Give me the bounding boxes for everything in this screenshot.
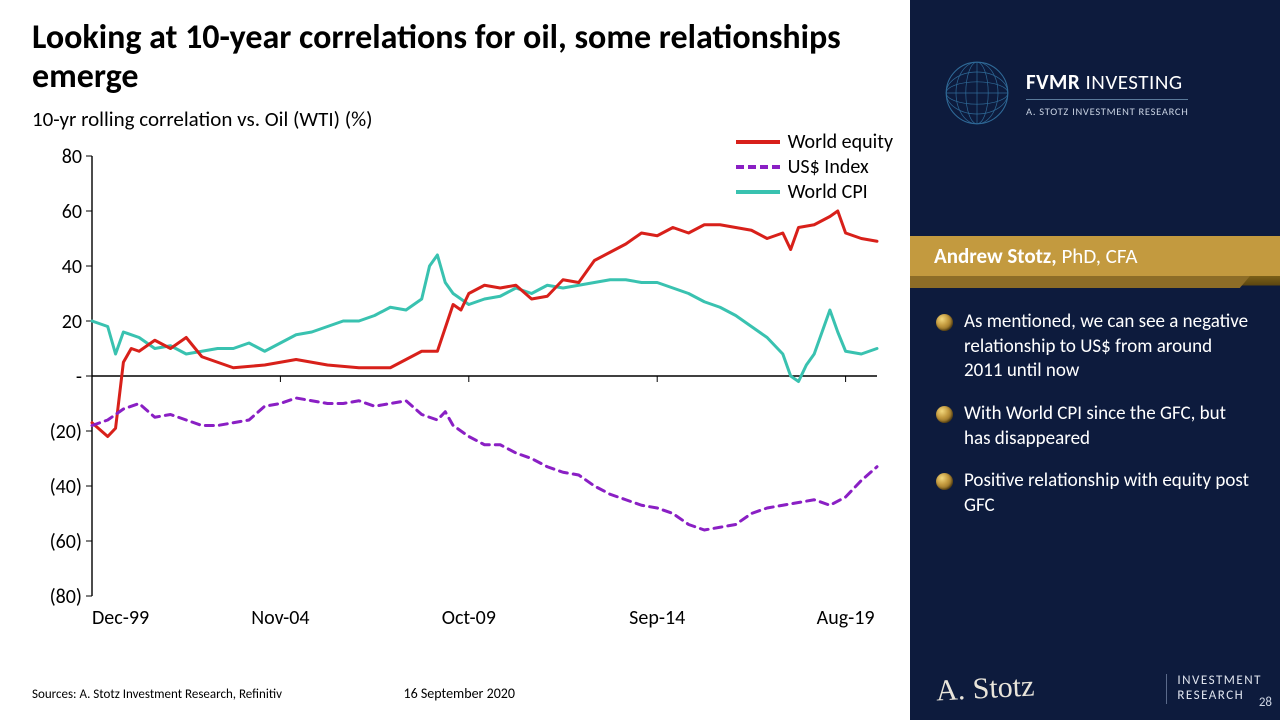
signature-brand: INVESTMENT RESEARCH xyxy=(1166,674,1262,704)
chart-subtitle: 10-yr rolling correlation vs. Oil (WTI) … xyxy=(32,106,890,132)
brand-title-rest: INVESTING xyxy=(1080,69,1182,95)
legend-label: World equity xyxy=(788,130,893,154)
signature: A. Stotz xyxy=(935,669,1035,708)
bullet-item: With World CPI since the GFC, but has di… xyxy=(936,402,1254,451)
legend-item: US$ Index xyxy=(736,155,893,179)
svg-text:(60): (60) xyxy=(50,530,82,554)
signature-row: A. Stotz INVESTMENT RESEARCH xyxy=(910,672,1280,706)
chart-legend: World equity US$ Index World CPI xyxy=(736,130,893,205)
brand-text: FVMR INVESTING A. STOTZ INVESTMENT RESEA… xyxy=(1026,69,1188,118)
legend-swatch xyxy=(736,165,780,169)
legend-label: World CPI xyxy=(788,180,868,204)
bullet-list: As mentioned, we can see a negative rela… xyxy=(910,292,1280,519)
slide-title: Looking at 10-year correlations for oil,… xyxy=(32,18,890,96)
svg-text:20: 20 xyxy=(62,310,82,334)
chart-container: 80 60 40 20 - (20) (40) (60) (80) Dec-99 Nov-04 Oct… xyxy=(32,136,887,646)
page-number: 28 xyxy=(1259,695,1272,710)
svg-text:60: 60 xyxy=(62,200,82,224)
brand-title: FVMR INVESTING xyxy=(1026,69,1188,95)
sig-brand-line2: RESEARCH xyxy=(1177,689,1262,704)
legend-swatch xyxy=(736,140,780,144)
legend-item: World CPI xyxy=(736,180,893,204)
brand-block: FVMR INVESTING A. STOTZ INVESTMENT RESEA… xyxy=(910,0,1280,128)
line-chart: 80 60 40 20 - (20) (40) (60) (80) Dec-99 Nov-04 Oct… xyxy=(32,136,887,636)
globe-icon xyxy=(942,58,1012,128)
svg-text:(40): (40) xyxy=(50,475,82,499)
author-ribbon: Andrew Stotz, PhD, CFA xyxy=(910,236,1280,292)
bullet-item: Positive relationship with equity post G… xyxy=(936,469,1254,518)
ribbon-shadow xyxy=(910,276,1280,292)
svg-text:Aug-19: Aug-19 xyxy=(817,606,875,630)
legend-label: US$ Index xyxy=(788,155,869,179)
sig-brand-line1: INVESTMENT xyxy=(1177,674,1262,689)
slide: Looking at 10-year correlations for oil,… xyxy=(0,0,1280,720)
brand-title-bold: FVMR xyxy=(1026,69,1080,95)
svg-text:Dec-99: Dec-99 xyxy=(92,606,149,630)
sidebar-panel: FVMR INVESTING A. STOTZ INVESTMENT RESEA… xyxy=(910,0,1280,720)
source-attribution: Sources: A. Stotz Investment Research, R… xyxy=(32,687,282,702)
legend-item: World equity xyxy=(736,130,893,154)
legend-swatch xyxy=(736,190,780,194)
main-panel: Looking at 10-year correlations for oil,… xyxy=(0,0,910,720)
svg-text:(20): (20) xyxy=(50,420,82,444)
author-name-bar: Andrew Stotz, PhD, CFA xyxy=(910,236,1280,276)
author-credentials: PhD, CFA xyxy=(1057,243,1138,269)
svg-text:(80): (80) xyxy=(50,585,82,609)
slide-date: 16 September 2020 xyxy=(404,685,516,702)
svg-text:Nov-04: Nov-04 xyxy=(251,606,309,630)
brand-subtitle: A. STOTZ INVESTMENT RESEARCH xyxy=(1026,99,1188,118)
bullet-item: As mentioned, we can see a negative rela… xyxy=(936,310,1254,384)
svg-text:80: 80 xyxy=(62,145,82,169)
svg-text:40: 40 xyxy=(62,255,82,279)
svg-text:Sep-14: Sep-14 xyxy=(629,606,685,630)
svg-text:-: - xyxy=(76,365,82,389)
svg-text:Oct-09: Oct-09 xyxy=(442,606,496,630)
author-name: Andrew Stotz, xyxy=(934,243,1057,269)
